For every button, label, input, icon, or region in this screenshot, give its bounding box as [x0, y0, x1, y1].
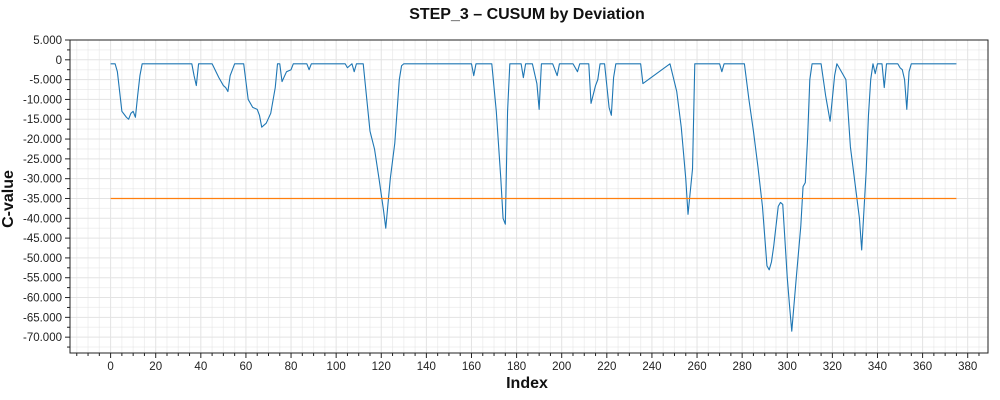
y-tick-label: -45.000	[23, 233, 62, 245]
y-tick-label: -60.000	[23, 293, 62, 305]
x-axis-label: Index	[506, 375, 548, 392]
y-tick-label: -15.000	[23, 114, 62, 126]
series-layer	[110, 63, 957, 332]
ticks-layer: 0 20 40 60 80 100 120 140 160 180 200 220 240 260 280 3…	[23, 35, 980, 373]
plot-frame	[69, 39, 989, 354]
y-tick-label: -65.000	[23, 312, 62, 324]
x-tick-label: 0	[107, 361, 113, 373]
x-tick-label: 240	[642, 361, 661, 373]
y-tick-label: -25.000	[23, 154, 62, 166]
y-tick-label: 5.000	[33, 35, 62, 47]
x-tick-label: 60	[240, 361, 253, 373]
y-tick-label: -40.000	[23, 213, 62, 225]
y-tick-label: -20.000	[23, 134, 62, 146]
x-tick-label: 140	[417, 361, 436, 373]
x-tick-label: 320	[823, 361, 842, 373]
x-tick-label: 100	[327, 361, 346, 373]
y-tick-label: -10.000	[23, 94, 62, 106]
x-tick-label: 260	[687, 361, 706, 373]
x-tick-label: 360	[913, 361, 932, 373]
y-tick-label: -50.000	[23, 253, 62, 265]
x-tick-label: 120	[372, 361, 391, 373]
x-tick-label: 280	[733, 361, 752, 373]
chart-title: STEP_3 – CUSUM by Deviation	[409, 6, 645, 23]
x-tick-label: 80	[285, 361, 298, 373]
grid-layer	[70, 39, 988, 353]
y-tick-label: 0	[56, 55, 62, 67]
x-tick-label: 220	[597, 361, 616, 373]
x-tick-label: 200	[552, 361, 571, 373]
x-tick-label: 160	[462, 361, 481, 373]
x-tick-label: 180	[507, 361, 526, 373]
x-tick-label: 20	[149, 361, 162, 373]
y-axis-label: C-value	[0, 170, 17, 228]
y-tick-label: -55.000	[23, 273, 62, 285]
cusum-series-line	[110, 63, 957, 332]
x-tick-label: 300	[778, 361, 797, 373]
y-tick-label: -5.000	[29, 75, 62, 87]
y-tick-label: -70.000	[23, 332, 62, 344]
x-tick-label: 340	[868, 361, 887, 373]
y-tick-label: -35.000	[23, 193, 62, 205]
x-tick-label: 40	[194, 361, 207, 373]
y-tick-label: -30.000	[23, 174, 62, 186]
x-tick-label: 380	[958, 361, 977, 373]
